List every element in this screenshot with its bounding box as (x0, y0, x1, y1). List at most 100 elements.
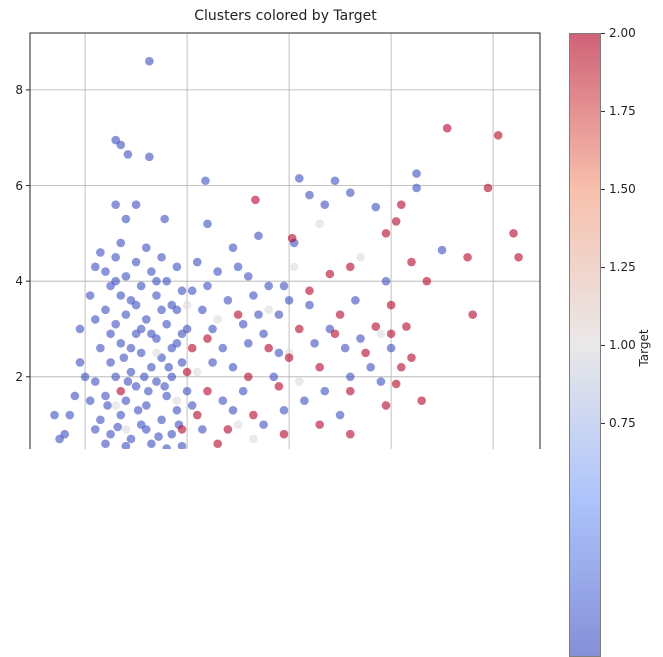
scatter-point (131, 300, 141, 310)
scatter-point (147, 329, 156, 339)
scatter-point (70, 391, 80, 401)
scatter-point (141, 425, 151, 434)
scatter-point (509, 229, 518, 238)
scatter-point (177, 441, 187, 449)
scatter-point (116, 291, 126, 300)
scatter-point (305, 286, 314, 296)
scatter-point (233, 310, 243, 319)
scatter-point (251, 195, 260, 205)
scatter-point (116, 339, 126, 348)
scatter-plot (26, 32, 541, 449)
scatter-point (147, 362, 156, 372)
scatter-point (103, 401, 112, 410)
scatter-point (391, 217, 401, 226)
scatter-point (145, 56, 154, 66)
scatter-point (249, 434, 258, 444)
scatter-point (386, 343, 396, 353)
scatter-point (386, 329, 396, 339)
scatter-point (121, 272, 131, 281)
scatter-point (177, 425, 187, 434)
scatter-point (468, 310, 477, 319)
scatter-point (284, 295, 294, 305)
scatter-point (381, 401, 391, 410)
scatter-point (136, 281, 146, 291)
scatter-point (203, 386, 212, 396)
scatter-point (412, 183, 421, 193)
scatter-point (106, 429, 115, 439)
scatter-point (162, 319, 171, 329)
scatter-point (90, 425, 100, 434)
scatter-point (417, 396, 426, 406)
scatter-point (111, 200, 120, 209)
scatter-point (233, 420, 243, 429)
scatter-point (126, 434, 136, 444)
scatter-point (345, 386, 355, 396)
scatter-point (131, 382, 141, 391)
scatter-point (172, 405, 182, 415)
scatter-point (287, 233, 297, 243)
scatter-point (121, 214, 131, 224)
y-tick-label: 2 (15, 369, 23, 384)
scatter-point (259, 329, 268, 339)
scatter-point (121, 425, 131, 434)
scatter-point (141, 401, 151, 410)
scatter-point (160, 214, 169, 224)
scatter-point (356, 334, 365, 343)
scatter-point (198, 425, 207, 434)
scatter-point (121, 310, 131, 319)
scatter-point (381, 229, 391, 238)
scatter-point (274, 310, 284, 319)
chart-title: Clusters colored by Target (194, 8, 377, 24)
scatter-point (213, 267, 222, 276)
scatter-point (167, 429, 177, 439)
scatter-point (101, 439, 110, 449)
scatter-point (335, 410, 345, 420)
scatter-point (345, 429, 355, 439)
scatter-point (172, 305, 182, 315)
scatter-point (345, 188, 355, 198)
scatter-point (238, 319, 248, 329)
scatter-point (203, 334, 212, 343)
scatter-point (96, 343, 105, 353)
points (50, 56, 523, 449)
scatter-point (187, 401, 197, 410)
scatter-point (157, 415, 166, 425)
scatter-point (123, 377, 133, 386)
colorbar-tick-label: 0.75 (609, 416, 636, 430)
scatter-point (116, 140, 126, 150)
scatter-point (228, 243, 238, 252)
scatter-point (172, 262, 182, 272)
scatter-point (111, 372, 120, 382)
scatter-point (119, 353, 129, 362)
scatter-point (121, 396, 131, 406)
scatter-point (139, 372, 149, 382)
scatter-point (213, 315, 222, 324)
scatter-point (407, 353, 416, 362)
scatter-point (198, 305, 207, 315)
scatter-point (167, 372, 177, 382)
y-tick-label: 6 (15, 178, 23, 193)
scatter-point (136, 324, 146, 334)
scatter-point (249, 291, 258, 300)
scatter-point (437, 245, 447, 255)
scatter-point (50, 410, 59, 420)
colorbar-tick-label: 1.75 (609, 104, 636, 118)
scatter-point (111, 319, 120, 329)
scatter-point (218, 396, 228, 406)
scatter-point (325, 269, 335, 279)
scatter-point (182, 386, 192, 396)
scatter-point (294, 377, 304, 386)
scatter-point (85, 396, 95, 406)
scatter-point (223, 425, 233, 434)
scatter-point (177, 329, 187, 339)
scatter-point (75, 324, 85, 334)
scatter-point (203, 219, 212, 229)
scatter-point (65, 410, 75, 420)
scatter-point (136, 348, 146, 358)
scatter-point (141, 243, 151, 252)
scatter-point (228, 405, 238, 415)
scatter-point (320, 200, 330, 209)
scatter-point (203, 281, 212, 291)
scatter-point (243, 372, 253, 382)
scatter-point (315, 219, 324, 229)
